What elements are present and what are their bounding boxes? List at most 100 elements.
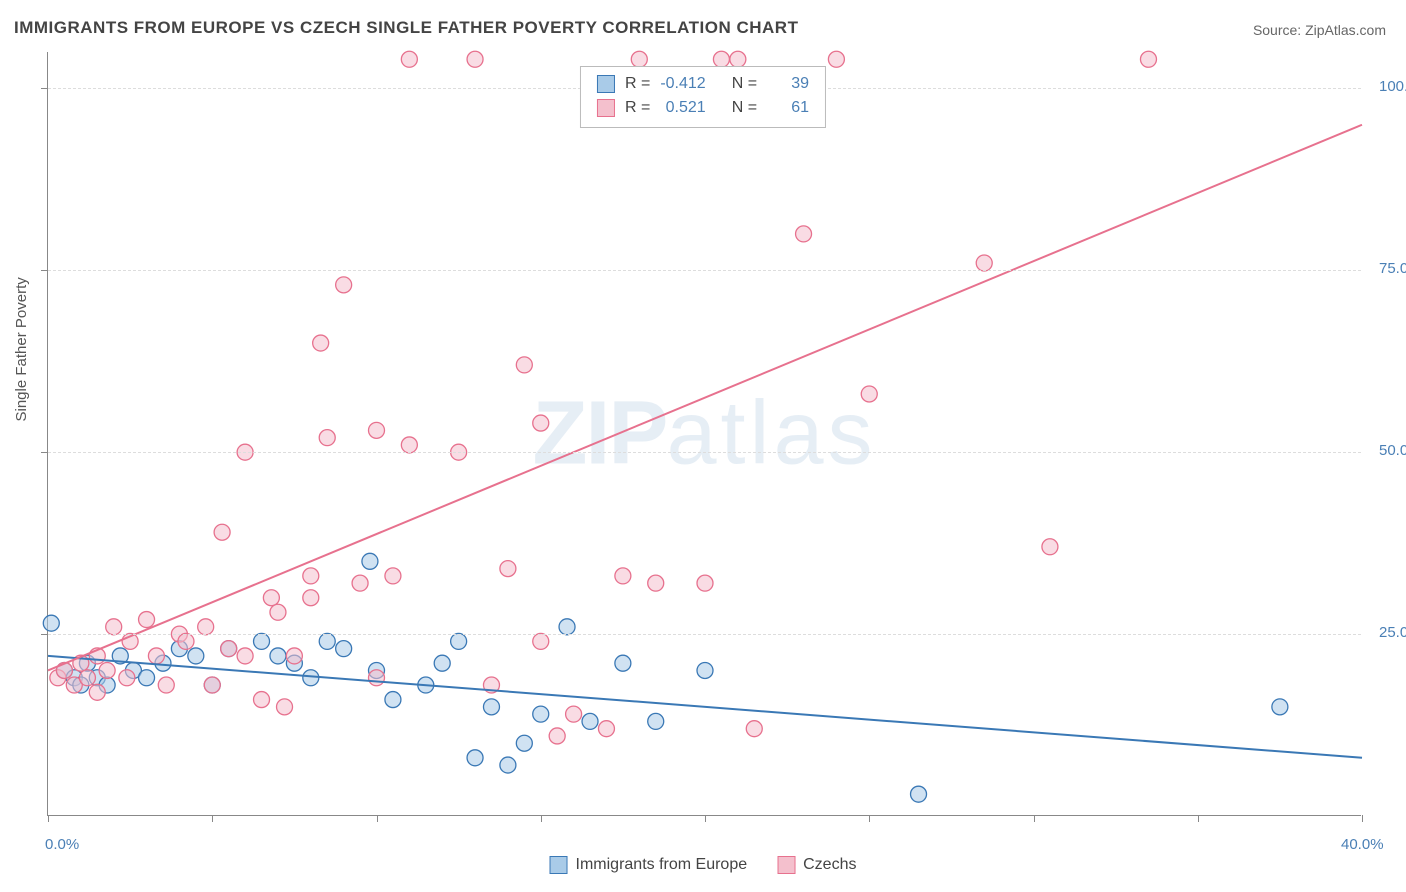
gridline (48, 634, 1361, 635)
data-point (237, 648, 253, 664)
x-tick (1362, 815, 1363, 822)
legend-n-value: 39 (763, 73, 813, 95)
data-point (615, 655, 631, 671)
data-point (697, 575, 713, 591)
data-point (352, 575, 368, 591)
data-point (99, 662, 115, 678)
data-point (598, 721, 614, 737)
chart-title: IMMIGRANTS FROM EUROPE VS CZECH SINGLE F… (14, 18, 798, 38)
data-point (303, 670, 319, 686)
data-point (533, 706, 549, 722)
legend-series: Immigrants from EuropeCzechs (550, 856, 857, 874)
data-point (566, 706, 582, 722)
data-point (796, 226, 812, 242)
data-point (313, 335, 329, 351)
data-point (369, 670, 385, 686)
data-point (533, 633, 549, 649)
x-tick (541, 815, 542, 822)
data-point (369, 422, 385, 438)
data-point (385, 568, 401, 584)
y-tick (41, 634, 48, 635)
legend-r-value: 0.521 (656, 97, 709, 119)
data-point (401, 437, 417, 453)
data-point (148, 648, 164, 664)
data-point (976, 255, 992, 271)
data-point (89, 684, 105, 700)
legend-n-label: N = (728, 73, 761, 95)
gridline (48, 452, 1361, 453)
data-point (319, 633, 335, 649)
data-point (911, 786, 927, 802)
data-point (286, 648, 302, 664)
data-point (1272, 699, 1288, 715)
data-point (861, 386, 877, 402)
data-point (516, 357, 532, 373)
x-tick (1034, 815, 1035, 822)
legend-item: Immigrants from Europe (550, 856, 748, 874)
data-point (188, 648, 204, 664)
data-point (139, 670, 155, 686)
y-tick-label: 25.0% (1379, 624, 1406, 641)
data-point (178, 633, 194, 649)
data-point (204, 677, 220, 693)
x-tick (1198, 815, 1199, 822)
legend-r-value: -0.412 (656, 73, 709, 95)
data-point (582, 713, 598, 729)
data-point (198, 619, 214, 635)
data-point (549, 728, 565, 744)
x-tick (705, 815, 706, 822)
data-point (336, 641, 352, 657)
data-point (467, 750, 483, 766)
legend-swatch (597, 99, 615, 117)
legend-stats-row: R =-0.412N =39 (593, 73, 813, 95)
y-tick (41, 88, 48, 89)
legend-swatch (777, 856, 795, 874)
data-point (500, 561, 516, 577)
legend-n-value: 61 (763, 97, 813, 119)
data-point (401, 51, 417, 67)
legend-n-label: N = (728, 97, 761, 119)
y-tick-label: 50.0% (1379, 442, 1406, 459)
x-tick-label: 40.0% (1341, 836, 1384, 853)
data-point (106, 619, 122, 635)
y-tick (41, 452, 48, 453)
data-point (516, 735, 532, 751)
data-point (828, 51, 844, 67)
legend-stats-rows: R =-0.412N =39R =0.521N =61 (593, 73, 813, 119)
data-point (119, 670, 135, 686)
data-point (483, 699, 499, 715)
data-point (303, 590, 319, 606)
y-tick-label: 75.0% (1379, 260, 1406, 277)
data-point (214, 524, 230, 540)
chart-plot-area: ZIPatlas (47, 52, 1361, 816)
x-tick (212, 815, 213, 822)
source-attribution: Source: ZipAtlas.com (1253, 22, 1386, 38)
data-point (254, 633, 270, 649)
x-tick (869, 815, 870, 822)
data-point (270, 604, 286, 620)
data-point (43, 615, 59, 631)
scatter-svg (48, 52, 1361, 815)
data-point (254, 692, 270, 708)
legend-swatch (597, 75, 615, 93)
data-point (631, 51, 647, 67)
x-tick (377, 815, 378, 822)
data-point (451, 633, 467, 649)
y-tick (41, 270, 48, 271)
data-point (730, 51, 746, 67)
data-point (221, 641, 237, 657)
data-point (319, 430, 335, 446)
legend-label: Immigrants from Europe (576, 856, 748, 873)
data-point (139, 612, 155, 628)
data-point (648, 575, 664, 591)
data-point (263, 590, 279, 606)
data-point (615, 568, 631, 584)
data-point (303, 568, 319, 584)
data-point (277, 699, 293, 715)
data-point (746, 721, 762, 737)
data-point (467, 51, 483, 67)
x-tick (48, 815, 49, 822)
data-point (158, 677, 174, 693)
data-point (1140, 51, 1156, 67)
data-point (56, 662, 72, 678)
